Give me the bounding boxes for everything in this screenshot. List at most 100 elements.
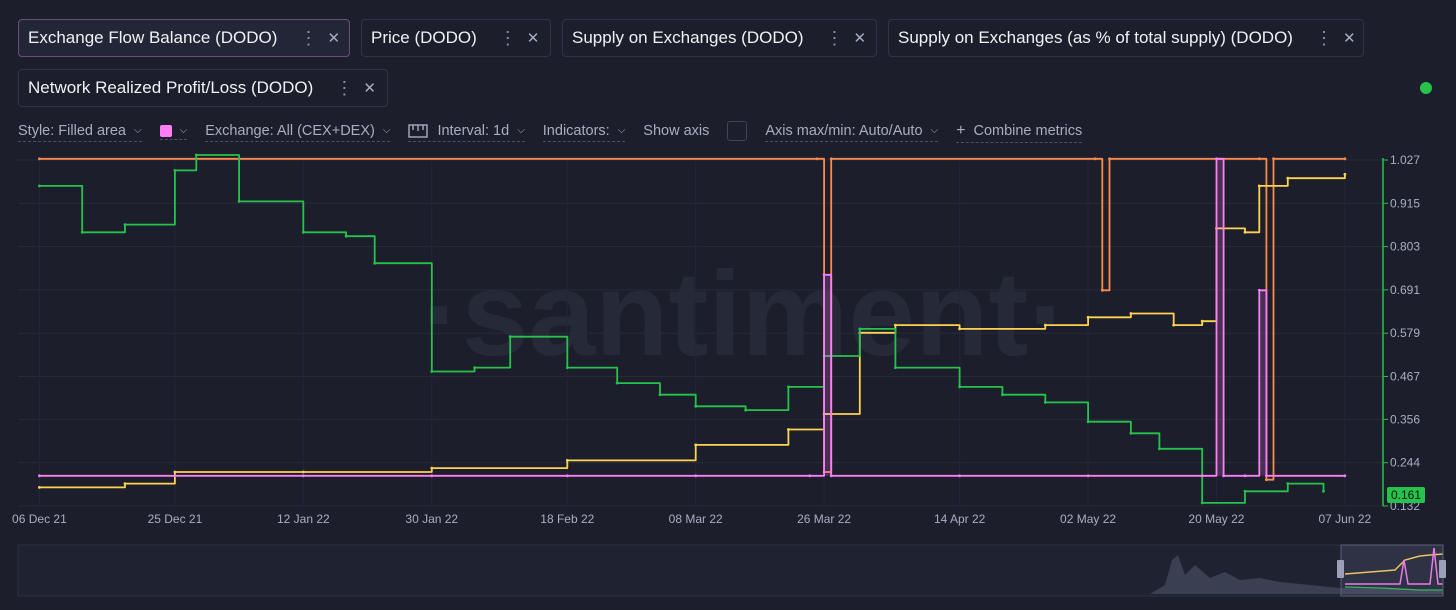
kebab-menu-icon[interactable]: ⋮ [1314, 27, 1333, 48]
style-dropdown-label: Style: Filled area [18, 122, 126, 139]
data-point-price-dodo [787, 385, 790, 389]
navigator-right-handle[interactable] [1439, 560, 1446, 578]
chevron-down-icon: ⌵ [382, 125, 391, 136]
metric-chip-label: Supply on Exchanges (DODO) [572, 28, 804, 47]
color-dropdown[interactable]: ⌵ [159, 124, 188, 140]
data-point-supply-on-exchanges-as-of-total-supply-dodo [958, 327, 961, 331]
data-point-network-realized-profit-loss-dodo [1272, 157, 1275, 161]
interval-dropdown-label: Interval: 1d [437, 122, 510, 139]
y-tick-label: 0.691 [1390, 283, 1420, 297]
data-point-price-dodo [1129, 431, 1133, 435]
data-point-price-dodo [473, 366, 476, 369]
metric-chip-exchange-flow-balance[interactable]: Exchange Flow Balance (DODO) ⋮ ✕ [18, 19, 350, 57]
data-point-price-dodo [1086, 420, 1090, 424]
navigator-minimap[interactable] [0, 540, 1456, 610]
data-point-supply-on-exchanges-as-of-total-supply-dodo [1172, 323, 1176, 327]
x-tick-label: 20 May 22 [1188, 512, 1244, 526]
data-point-supply-on-exchanges-as-of-total-supply-dodo [565, 459, 569, 462]
color-swatch [159, 124, 172, 137]
data-point-price-dodo [858, 327, 862, 331]
navigator-frame [17, 544, 1444, 597]
data-point-price-dodo [344, 234, 348, 238]
metric-chip-supply-on-exchanges-pct[interactable]: Supply on Exchanges (as % of total suppl… [888, 19, 1364, 57]
close-icon[interactable]: ✕ [363, 80, 376, 97]
combine-metrics-button[interactable]: + Combine metrics [956, 121, 1083, 143]
y-tick-label: 1.027 [1390, 153, 1420, 167]
data-point-supply-on-exchanges-as-of-total-supply-dodo [1286, 176, 1290, 180]
data-point-price-dodo [894, 366, 897, 369]
y-tick-label: 0.915 [1390, 196, 1420, 210]
show-axis-label: Show axis [643, 123, 710, 139]
price-value-badge [1387, 487, 1425, 503]
data-point-exchange-flow-balance-dodo [1086, 474, 1090, 478]
kebab-menu-icon[interactable]: ⋮ [335, 77, 354, 98]
show-axis-toggle[interactable]: Show axis [643, 121, 748, 143]
exchange-dropdown[interactable]: Exchange: All (CEX+DEX) ⌵ [205, 123, 391, 142]
navigator-flow-line [1345, 547, 1443, 585]
chevron-down-icon: ⌵ [617, 125, 626, 136]
data-point-price-dodo [1322, 489, 1325, 493]
interval-dropdown[interactable]: Interval: 1d ⌵ [408, 122, 525, 142]
navigator-selection[interactable] [1340, 544, 1444, 597]
data-point-exchange-flow-balance-dodo [301, 474, 305, 478]
chevron-down-icon: ⌵ [134, 125, 142, 136]
data-point-supply-on-exchanges-as-of-total-supply-dodo [1129, 312, 1133, 315]
data-point-price-dodo [237, 200, 241, 203]
main-chart[interactable]: ·santiment· 1.027 0.915 0.803 0.691 0.579 0.4… [0, 150, 1456, 540]
x-tick-label: 26 Mar 22 [797, 512, 851, 526]
data-point-network-realized-profit-loss-dodo [815, 157, 819, 161]
y-axis: 1.027 0.915 0.803 0.691 0.579 0.467 0.356 0.244… [1383, 153, 1420, 513]
data-point-supply-on-exchanges-as-of-total-supply-dodo [1343, 172, 1347, 176]
chart-watermark: ·santiment· [422, 247, 1069, 381]
y-tick-label: 0.579 [1390, 326, 1420, 340]
data-point-price-dodo [565, 366, 569, 369]
series-line-exchange-flow-balance-dodo [39, 157, 1345, 477]
y-tick-label: 0.356 [1390, 412, 1420, 426]
metric-chip-network-realized-pl[interactable]: Network Realized Profit/Loss (DODO) ⋮ ✕ [18, 69, 388, 107]
close-icon[interactable]: ✕ [526, 30, 540, 47]
data-point-exchange-flow-balance-dodo [829, 474, 833, 478]
data-point-supply-on-exchanges-as-of-total-supply-dodo [1243, 230, 1247, 234]
metric-chip-supply-on-exchanges[interactable]: Supply on Exchanges (DODO) ⋮ ✕ [562, 19, 877, 57]
data-point-supply-on-exchanges-as-of-total-supply-dodo [1086, 315, 1090, 319]
data-point-exchange-flow-balance-dodo [1265, 474, 1268, 478]
y-tick-label: 0.244 [1390, 456, 1420, 470]
kebab-menu-icon[interactable]: ⋮ [299, 27, 318, 48]
data-point-price-dodo [194, 153, 198, 157]
close-icon[interactable]: ✕ [853, 30, 867, 47]
plus-icon: + [956, 121, 966, 139]
x-tick-label: 30 Jan 22 [405, 512, 458, 526]
data-point-price-dodo [1200, 501, 1204, 505]
metric-chip-price[interactable]: Price (DODO) ⋮ ✕ [361, 19, 551, 57]
data-point-price-dodo [123, 223, 127, 227]
y-tick-label: 0.467 [1390, 369, 1420, 383]
navigator-price-line [1344, 586, 1443, 591]
data-point-exchange-flow-balance-dodo [173, 474, 177, 478]
close-icon[interactable]: ✕ [327, 30, 341, 47]
data-point-network-realized-profit-loss-dodo [1093, 157, 1097, 161]
kebab-menu-icon[interactable]: ⋮ [825, 27, 844, 48]
data-point-price-dodo [508, 335, 512, 339]
x-tick-label: 07 Jun 22 [1319, 512, 1372, 526]
indicators-dropdown[interactable]: Indicators: ⌵ [542, 123, 626, 142]
navigator-left-handle[interactable] [1337, 560, 1344, 578]
show-axis-checkbox[interactable] [727, 121, 748, 141]
data-point-exchange-flow-balance-dodo [565, 474, 569, 478]
chart-toolbar: Style: Filled area ⌵ ⌵ Exchange: All (CE… [18, 120, 1100, 144]
data-point-exchange-flow-balance-dodo [430, 474, 434, 478]
data-point-supply-on-exchanges-as-of-total-supply-dodo [123, 482, 127, 485]
data-point-exchange-flow-balance-dodo [1343, 474, 1347, 478]
x-axis: 06 Dec 21 25 Dec 21 12 Jan 22 30 Jan 22 18 F… [12, 512, 1371, 526]
data-point-exchange-flow-balance-dodo [694, 474, 698, 478]
style-dropdown[interactable]: Style: Filled area ⌵ [18, 123, 142, 142]
x-tick-label: 12 Jan 22 [277, 512, 330, 526]
data-point-exchange-flow-balance-dodo [1215, 157, 1218, 161]
close-icon[interactable]: ✕ [1342, 30, 1356, 47]
data-point-price-dodo [1043, 401, 1047, 404]
axis-minmax-dropdown[interactable]: Axis max/min: Auto/Auto ⌵ [765, 123, 939, 142]
data-point-network-realized-profit-loss-dodo [1343, 157, 1347, 161]
data-point-network-realized-profit-loss-dodo [1108, 157, 1111, 161]
kebab-menu-icon[interactable]: ⋮ [498, 27, 517, 48]
data-point-exchange-flow-balance-dodo [808, 474, 812, 478]
price-value-label: 0.161 [1391, 488, 1421, 502]
